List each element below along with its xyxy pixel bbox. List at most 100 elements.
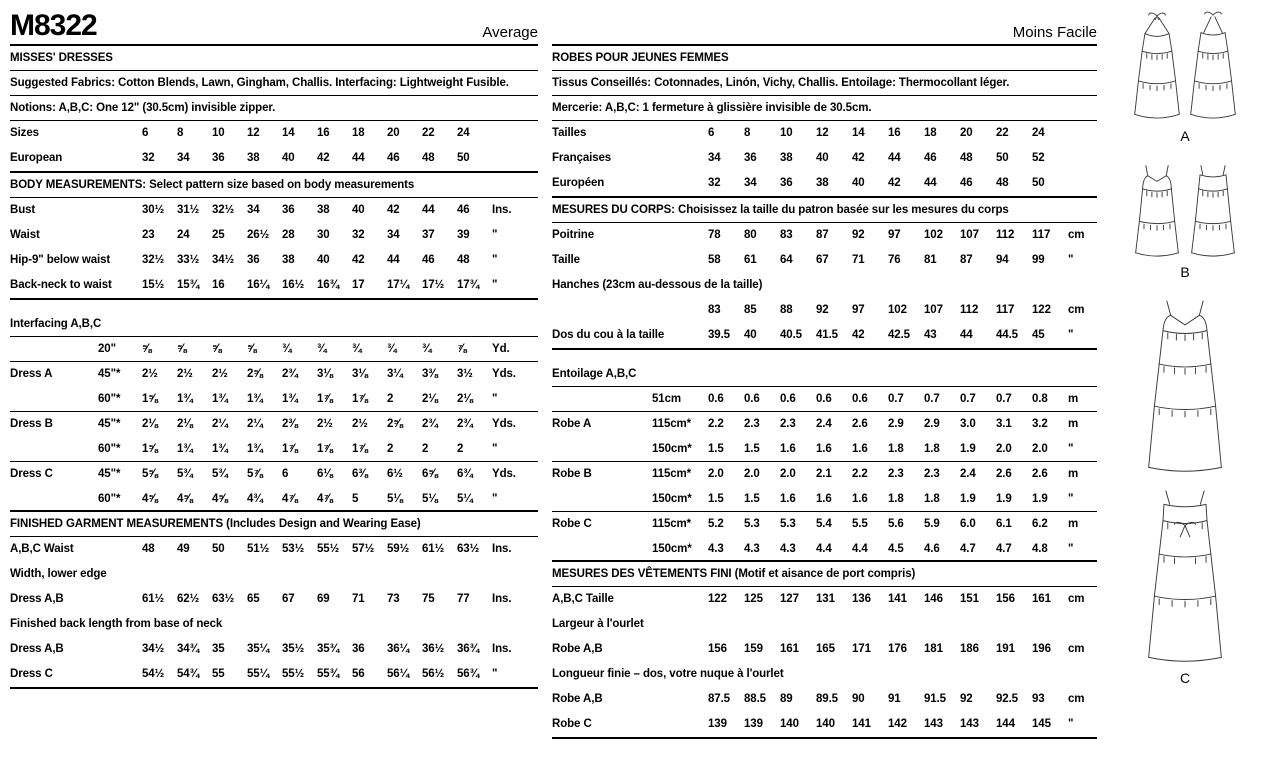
unit-cell: Ins. xyxy=(492,643,512,655)
value-cell: 81 xyxy=(924,254,937,266)
value-cell: 144 xyxy=(996,718,1015,730)
value-cell: 42 xyxy=(317,152,330,164)
value-cell: 4.7 xyxy=(960,543,976,555)
unit-cell: " xyxy=(1068,543,1074,555)
value-cell: 80 xyxy=(744,229,757,241)
unit-cell: " xyxy=(492,229,498,241)
table-label-row: Largeur à l'ourlet xyxy=(552,612,1097,637)
value-cell: ⅝ xyxy=(142,343,152,355)
value-cell: 20 xyxy=(387,127,400,139)
mercerie-text: 1 fermeture à glissière invisible de 30.… xyxy=(639,102,872,114)
value-cell: 2 xyxy=(457,443,464,455)
value-cell: 56½ xyxy=(422,668,445,680)
unit-cell: cm xyxy=(1068,643,1085,655)
body-measurements-header: BODY MEASUREMENTS: Select pattern size b… xyxy=(10,173,538,198)
value-cell: 42 xyxy=(852,152,865,164)
value-cell: 50 xyxy=(457,152,470,164)
table-row: Robe B 115cm* 2.0 2.0 2.0 2.1 2.2 2.3 2.3 2.4 2.6 2… xyxy=(552,462,1097,487)
value-cell: 41.5 xyxy=(816,329,838,341)
value-cell: 127 xyxy=(780,593,799,605)
row-sublabel: 150cm* xyxy=(652,443,692,455)
value-cell: 71 xyxy=(352,593,365,605)
value-cell: 38 xyxy=(317,204,330,216)
unit-cell: " xyxy=(492,443,498,455)
row-label: A,B,C Taille xyxy=(552,593,614,605)
value-cell: 156 xyxy=(708,643,727,655)
value-cell: 1.9 xyxy=(960,493,976,505)
value-cell: 2¾ xyxy=(457,418,473,430)
value-cell: 2⅛ xyxy=(422,393,438,405)
value-cell: 156 xyxy=(996,593,1015,605)
value-cell: 1¾ xyxy=(177,443,193,455)
value-cell: 46 xyxy=(387,152,400,164)
unit-cell: " xyxy=(492,254,498,266)
value-cell: 2¾ xyxy=(422,418,438,430)
row-label: Robe B xyxy=(552,468,592,480)
view-a-label: A xyxy=(1180,128,1190,144)
value-cell: 38 xyxy=(247,152,260,164)
tissus-text: Cotonnades, Linón, Vichy, Challis. xyxy=(650,77,842,89)
value-cell: 5¾ xyxy=(212,468,228,480)
value-cell: 92 xyxy=(852,229,865,241)
value-cell: 6½ xyxy=(387,468,403,480)
value-cell: 139 xyxy=(708,718,727,730)
value-cell: 36 xyxy=(247,254,260,266)
value-cell: 34 xyxy=(744,177,757,189)
unit-cell: " xyxy=(1068,443,1074,455)
value-cell: 55¼ xyxy=(247,668,270,680)
sizes-table-french: Tailles 6 8 10 12 14 16 18 20 22 24 Françaises 34 36 3… xyxy=(552,121,1097,198)
value-cell: 176 xyxy=(888,643,907,655)
table-row: Dress C 45"* 5⅝ 5¾ 5¾ 5⅞ 6 6⅛ 6⅜ 6½ 6⅝ 6¾ Yds. xyxy=(10,462,538,487)
value-cell: 26½ xyxy=(247,229,270,241)
value-cell: 1⅞ xyxy=(317,393,333,405)
value-cell: 2¼ xyxy=(212,418,228,430)
value-cell: 1.5 xyxy=(744,443,760,455)
value-cell: 40.5 xyxy=(780,329,802,341)
value-cell: 161 xyxy=(1032,593,1051,605)
row-span-label: Hanches (23cm au-dessous de la taille) xyxy=(552,279,763,291)
value-cell: 17½ xyxy=(422,279,445,291)
value-cell: 6.1 xyxy=(996,518,1012,530)
value-cell: 1¾ xyxy=(247,393,263,405)
unit-cell: Ins. xyxy=(492,543,512,555)
value-cell: 48 xyxy=(457,254,470,266)
unit-cell: Yd. xyxy=(492,343,510,355)
value-cell: 2.0 xyxy=(996,443,1012,455)
unit-cell xyxy=(492,146,538,171)
value-cell: 15¾ xyxy=(177,279,200,291)
value-cell: 20 xyxy=(960,127,973,139)
unit-cell: " xyxy=(492,393,498,405)
value-cell: ⅝ xyxy=(177,343,187,355)
value-cell: 112 xyxy=(996,229,1015,241)
value-cell: 2⅛ xyxy=(142,418,158,430)
value-cell: 3⅜ xyxy=(422,368,438,380)
value-cell: 4⅝ xyxy=(212,493,228,505)
table-row: Dos du cou à la taille 39.5 40 40.5 41.5 42 42… xyxy=(552,323,1097,348)
value-cell: 143 xyxy=(960,718,979,730)
value-cell: 34 xyxy=(177,152,190,164)
row-sublabel: 20" xyxy=(98,343,116,355)
value-cell: 14 xyxy=(852,127,865,139)
notions-label: Notions: A,B,C: xyxy=(10,102,94,114)
value-cell: 35½ xyxy=(282,643,305,655)
row-label: Sizes xyxy=(10,127,39,139)
value-cell: 1.9 xyxy=(1032,493,1048,505)
table-row: 20" ⅝ ⅝ ⅝ ⅝ ¾ ¾ ¾ ¾ ¾ ⅞ Yd. xyxy=(10,337,538,362)
mercerie-label: Mercerie: A,B,C: xyxy=(552,102,640,114)
row-sublabel: 150cm* xyxy=(652,493,692,505)
value-cell: 83 xyxy=(780,229,793,241)
row-sublabel: 45"* xyxy=(98,368,121,380)
value-cell: 17¾ xyxy=(457,279,480,291)
value-cell: 36 xyxy=(780,177,793,189)
row-label: Robe A xyxy=(552,418,592,430)
value-cell: 8 xyxy=(744,127,751,139)
value-cell: 38 xyxy=(816,177,829,189)
row-label: European xyxy=(10,152,63,164)
row-span-label: Longueur finie – dos, votre nuque à l'ou… xyxy=(552,668,784,680)
value-cell: 4⅞ xyxy=(282,493,298,505)
table-row: 83 85 88 92 97 102 107 112 117 122 cm xyxy=(552,298,1097,323)
unit-cell: " xyxy=(492,279,498,291)
value-cell: 2.3 xyxy=(888,468,904,480)
value-cell: 145 xyxy=(1032,718,1051,730)
value-cell: 0.7 xyxy=(888,393,904,405)
